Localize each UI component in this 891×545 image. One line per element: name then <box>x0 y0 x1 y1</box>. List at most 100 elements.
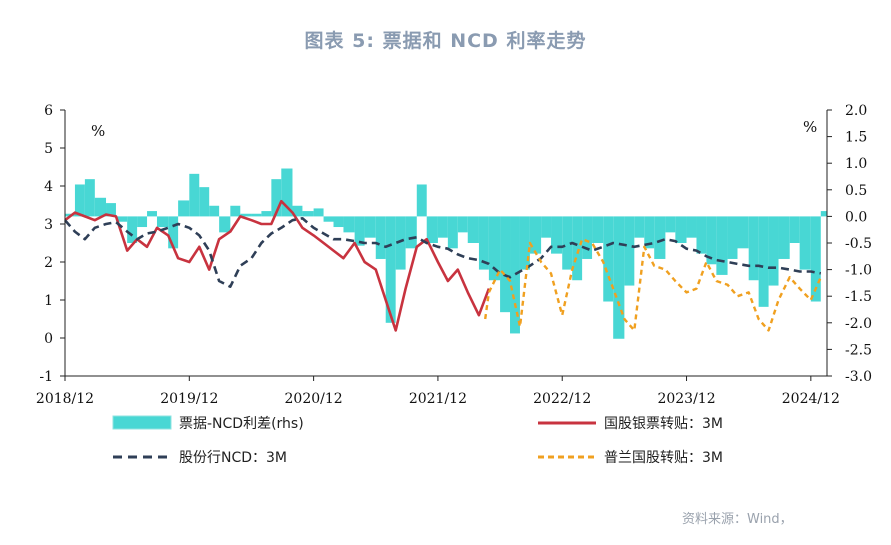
x-tick-label: 2019/12 <box>160 391 218 407</box>
spread-bar <box>251 213 262 217</box>
spread-bar <box>686 216 697 238</box>
spread-bar <box>240 213 252 217</box>
axes: 6 5 4 3 2 1 0 -1 2.0 1.5 1.0 0.5 0.0 -0.5 -1.0 -1.5 -2.0… <box>36 103 872 407</box>
spread-bar <box>385 216 396 323</box>
spread-bar <box>115 216 128 222</box>
x-tick-label: 2018/12 <box>36 391 94 407</box>
spread-bar <box>313 208 324 217</box>
spread-bar <box>810 216 821 302</box>
spread-bar <box>727 216 738 259</box>
spread-bar <box>84 179 95 217</box>
spread-bar <box>127 216 138 243</box>
right-tick-label: -1.5 <box>845 289 872 305</box>
spread-bar <box>364 216 376 238</box>
spread-bar <box>716 216 728 275</box>
spread-bar <box>582 216 593 259</box>
spread-bar <box>219 216 231 233</box>
pulan-line <box>484 237 822 332</box>
spread-bar <box>271 179 282 217</box>
legend-label: 国股银票转贴：3M <box>604 416 723 432</box>
spread-bar <box>768 216 779 286</box>
spread-bar <box>603 216 614 302</box>
legend-label: 普兰国股转贴：3M <box>604 450 723 466</box>
legend-swatch-spread <box>112 415 172 430</box>
spread-bar <box>333 216 344 228</box>
spread-bar <box>405 216 417 249</box>
spread-bar <box>820 211 827 217</box>
legend-label: 票据-NCD利差(rhs) <box>179 416 304 432</box>
spread-bar <box>457 216 468 233</box>
left-tick-label: 4 <box>44 179 53 195</box>
spread-bar <box>189 173 200 217</box>
spread-bar <box>395 216 406 270</box>
left-tick-label: -1 <box>39 369 53 385</box>
spread-bar <box>178 200 190 217</box>
spread-bar <box>519 216 530 270</box>
spread-bar <box>354 216 365 246</box>
spread-bar <box>644 216 655 249</box>
spread-bar <box>156 216 169 228</box>
right-tick-label: 1.5 <box>845 130 867 146</box>
spread-bar <box>778 216 790 259</box>
spread-bar <box>500 216 511 313</box>
spread-bar <box>343 216 355 233</box>
ncd-line <box>64 217 822 289</box>
x-tick-label: 2020/12 <box>285 391 343 407</box>
spread-bar <box>737 216 749 249</box>
source-note: 资料来源：Wind， <box>682 512 793 527</box>
spread-bar <box>613 216 625 339</box>
chart-title: 图表 5: 票据和 NCD 利率走势 <box>304 30 587 52</box>
spread-bar <box>675 216 687 243</box>
x-tick-label: 2023/12 <box>657 391 715 407</box>
spread-bar <box>478 216 489 270</box>
spread-bar <box>748 216 759 281</box>
spread-bar <box>375 216 386 259</box>
spread-bar <box>634 216 645 238</box>
spread-bar <box>562 216 573 270</box>
right-tick-label: 1.0 <box>845 156 867 172</box>
left-tick-label: 1 <box>44 293 53 309</box>
spread-bar <box>94 197 107 217</box>
right-tick-label: -3.0 <box>845 369 872 385</box>
spread-bar <box>230 205 241 217</box>
spread-bar <box>137 216 148 228</box>
right-unit-label: % <box>803 118 817 136</box>
spread-bar <box>74 184 85 217</box>
spread-bar <box>799 216 811 270</box>
spread-bar <box>696 216 707 254</box>
spread-bar <box>292 205 303 217</box>
spread-bar <box>758 216 769 307</box>
spread-bar <box>467 216 479 243</box>
spread-bar <box>592 216 604 243</box>
guogu-line <box>64 199 491 332</box>
spread-bar <box>199 187 210 217</box>
spread-bar <box>572 216 583 281</box>
right-tick-label: -2.5 <box>845 342 872 358</box>
right-tick-label: 0.5 <box>845 183 867 199</box>
left-tick-label: 0 <box>44 331 53 347</box>
x-tick-label: 2022/12 <box>533 391 591 407</box>
spread-bar <box>209 205 220 217</box>
spread-bar <box>541 216 552 238</box>
spread-bar <box>426 216 438 243</box>
right-tick-label: -0.5 <box>845 236 872 252</box>
spread-bar <box>551 216 563 254</box>
legend: 票据-NCD利差(rhs) 国股银票转贴：3M 股份行NCD：3M 普兰国股转贴：3M <box>112 415 723 466</box>
spread-bar <box>168 216 179 249</box>
spread-bar <box>789 216 800 243</box>
right-tick-label: 0.0 <box>845 209 867 225</box>
spread-bar <box>106 203 116 217</box>
spread-bar <box>654 216 666 259</box>
legend-label: 股份行NCD：3M <box>179 450 287 466</box>
spread-bar <box>281 168 293 217</box>
line-layer <box>64 199 822 332</box>
spread-area-layer <box>65 168 827 339</box>
right-tick-label: 2.0 <box>845 103 867 119</box>
spread-bar <box>706 216 717 265</box>
left-tick-label: 6 <box>44 103 53 119</box>
right-tick-label: -1.0 <box>845 263 872 279</box>
left-tick-label: 2 <box>44 255 53 271</box>
spread-bar <box>416 184 427 217</box>
spread-bar <box>147 211 157 217</box>
